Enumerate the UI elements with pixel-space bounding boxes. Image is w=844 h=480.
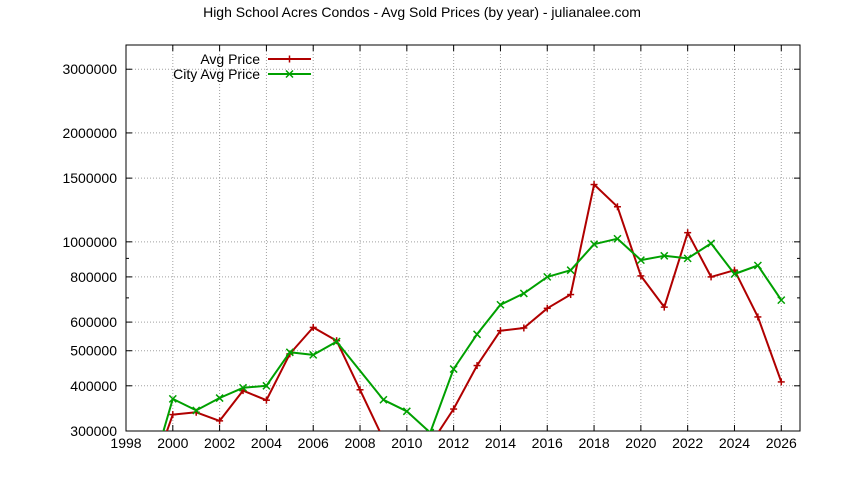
y-tick-label: 300000 [70, 423, 117, 439]
legend: Avg Price City Avg Price [173, 51, 311, 82]
x-tick-label: 2026 [766, 435, 797, 451]
city-avg-price-point-d2 [379, 395, 388, 404]
city-avg-price-point-d2 [566, 266, 575, 275]
city-avg-price-point-d2 [285, 348, 294, 357]
city-avg-price-point-d2 [496, 300, 505, 309]
city-avg-price-point-d2 [430, 428, 435, 431]
city-avg-price-point-d2 [730, 269, 739, 279]
city-avg-price-point-d2 [519, 289, 528, 298]
x-tick-label: 1998 [110, 435, 141, 451]
legend-label-city-avg-price: City Avg Price [173, 66, 260, 82]
city-avg-price-point-d2 [613, 234, 622, 243]
city-avg-price-point-d2 [660, 251, 669, 260]
city-avg-price-point-d2 [473, 330, 482, 339]
grid-layer [126, 45, 800, 431]
x-tick-label: 2020 [625, 435, 656, 451]
x-tick-label: 2016 [532, 435, 563, 451]
city-avg-price-point-d1 [426, 428, 430, 431]
city-avg-price-point-d2 [753, 261, 762, 270]
axis-layer: 1998 2000 2002 2004 2006 2008 2010 2012 2014 2016… [62, 44, 801, 451]
city-avg-price-point-d2 [215, 394, 224, 403]
legend-label-avg-price: Avg Price [200, 51, 260, 67]
x-tick-label: 2004 [251, 435, 282, 451]
x-tick-label: 2012 [438, 435, 469, 451]
x-tick-label: 2018 [578, 435, 609, 451]
city-avg-price-line [162, 237, 783, 431]
city-avg-price-point-d2 [777, 296, 786, 305]
city-avg-price-point-d2 [332, 337, 341, 346]
city-avg-price-point-d2 [636, 256, 645, 265]
city-avg-price-point-d2 [707, 239, 716, 248]
x-tick-label: 2022 [672, 435, 703, 451]
x-tick-label: 2014 [485, 435, 516, 451]
x-tick-label: 2024 [719, 435, 750, 451]
x-tick-label: 2000 [157, 435, 188, 451]
city-avg-price-point-d2 [168, 394, 177, 403]
x-tick-label: 2002 [204, 435, 235, 451]
city-avg-price-point-d2 [262, 381, 271, 390]
city-avg-price-point-d2 [590, 240, 599, 249]
x-tick-label: 2008 [344, 435, 375, 451]
y-tick-label: 1500000 [62, 170, 117, 186]
x-tick-label: 2006 [298, 435, 329, 451]
y-tick-label: 400000 [70, 378, 117, 394]
city-avg-price-point-d2 [402, 407, 411, 416]
y-tick-label: 1000000 [62, 234, 117, 250]
city-avg-price-point-d2 [309, 350, 318, 359]
chart-title: High School Acres Condos - Avg Sold Pric… [203, 4, 641, 20]
city-avg-price-point-d2 [192, 406, 201, 415]
x-tick-label: 2010 [391, 435, 422, 451]
city-avg-price-point-d2 [238, 383, 248, 392]
city-avg-price-point-d2 [543, 272, 552, 281]
legend-marker-city-avg-price-d2 [285, 69, 294, 79]
series-group [162, 181, 786, 431]
series-layer [162, 181, 786, 431]
city-avg-price-point-d2 [683, 254, 692, 263]
y-tick-label: 2000000 [62, 125, 117, 141]
y-tick-label: 500000 [70, 343, 117, 359]
plot-frame [125, 44, 801, 432]
y-tick-label: 800000 [70, 269, 117, 285]
city-avg-price-point-d2 [449, 365, 458, 374]
y-tick-label: 3000000 [62, 61, 117, 77]
avg-price-line [165, 183, 783, 431]
y-tick-label: 600000 [70, 314, 117, 330]
